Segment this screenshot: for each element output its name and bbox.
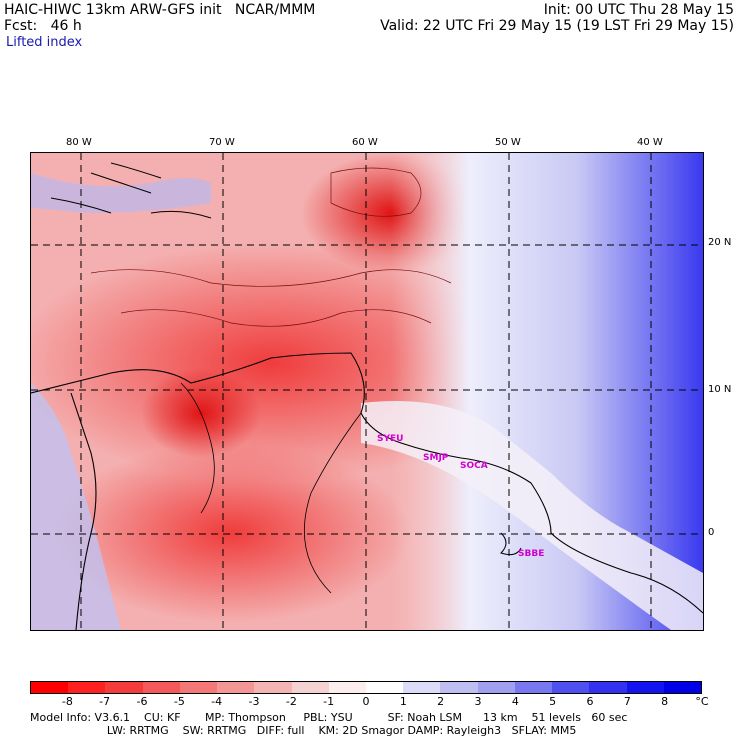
valid-time: Valid: 22 UTC Fri 29 May 15 (19 LST Fri … [380,18,734,34]
colorbar-tick-label: -5 [173,695,185,708]
colorbar-tick-label: 4 [511,695,519,708]
amazon-region [51,443,411,623]
colorbar-tick-label: -8 [61,695,73,708]
colorbar-swatch [68,682,106,693]
colorbar-tick-label: -6 [136,695,148,708]
map-canvas [31,153,703,630]
contour-line-2 [90,269,452,287]
lifted-index-map: SYEU SMJP SOCA SBBE [30,152,704,631]
colorbar-swatch [403,682,441,693]
south-america-coastline [31,352,703,614]
colorbar-swatch [179,682,218,693]
station-syeu: SYEU [377,434,404,444]
colorbar-swatch [328,682,366,693]
pacific-coastline [70,392,97,630]
colorbar-swatch [217,682,255,693]
station-sbbe: SBBE [518,549,545,559]
colorbar-tick-label: -7 [99,695,111,708]
station-soca: SOCA [460,461,488,471]
lon-label-80w: 80 W [66,137,92,148]
colorbar-tick-label: 0 [362,695,370,708]
colorbar-swatch [626,682,664,693]
colorbar-tick-label: 2 [437,695,445,708]
colorbar-tick-label: -4 [211,695,223,708]
lon-label-50w: 50 W [495,137,521,148]
colorbar-tick-label: 1 [399,695,407,708]
colorbar-swatch [31,682,69,693]
colorbar-tick-label: -3 [248,695,260,708]
model-title: HAIC-HIWC 13km ARW-GFS init NCAR/MMM [4,2,316,18]
colorbar-swatch [254,682,292,693]
field-name: Lifted index [6,35,83,50]
lat-label-0: 0 [708,527,715,538]
colorbar-swatch [552,682,590,693]
amazon-delta [500,532,522,556]
colorbar-swatch [365,682,404,693]
colorbar [30,681,702,694]
equatorial-pale-region [361,401,703,630]
pacific-stable-region [31,383,121,630]
contour-line-3 [330,167,422,217]
country-border-1 [180,382,215,514]
lon-label-40w: 40 W [637,137,663,148]
init-time: Init: 00 UTC Thu 28 May 15 [543,2,734,18]
colorbar-tick-label: -1 [323,695,335,708]
graticule [31,153,703,630]
country-border-2 [303,412,362,594]
colorbar-tick-label: 8 [661,695,669,708]
forecast-hour: Fcst: 46 h [4,18,82,34]
lat-label-20n: 20 N [708,237,732,248]
station-smjp: SMJP [423,453,449,463]
colorbar-tick-label: 5 [549,695,557,708]
lon-label-70w: 70 W [209,137,235,148]
colorbar-tick-label: 6 [586,695,594,708]
model-info-line2: LW: RRTMG SW: RRTMG DIFF: full KM: 2D Sm… [30,724,577,737]
colorbar-swatch [589,682,627,693]
colorbar-swatch [663,682,701,693]
colorbar-swatch [440,682,478,693]
colorbar-tick-label: -2 [285,695,297,708]
contour-line-1 [120,309,432,327]
colorbar-swatch [514,682,553,693]
colorbar-tick-label: 3 [474,695,482,708]
model-info-line1: Model Info: V3.6.1 CU: KF MP: Thompson P… [30,711,628,724]
lat-label-10n: 10 N [708,384,732,395]
colorbar-unit: °C [695,695,709,708]
colorbar-swatch [142,682,180,693]
colorbar-swatch [477,682,515,693]
lon-label-60w: 60 W [352,137,378,148]
colorbar-swatch [105,682,143,693]
colorbar-tick-label: 7 [623,695,631,708]
colorbar-swatch [291,682,329,693]
